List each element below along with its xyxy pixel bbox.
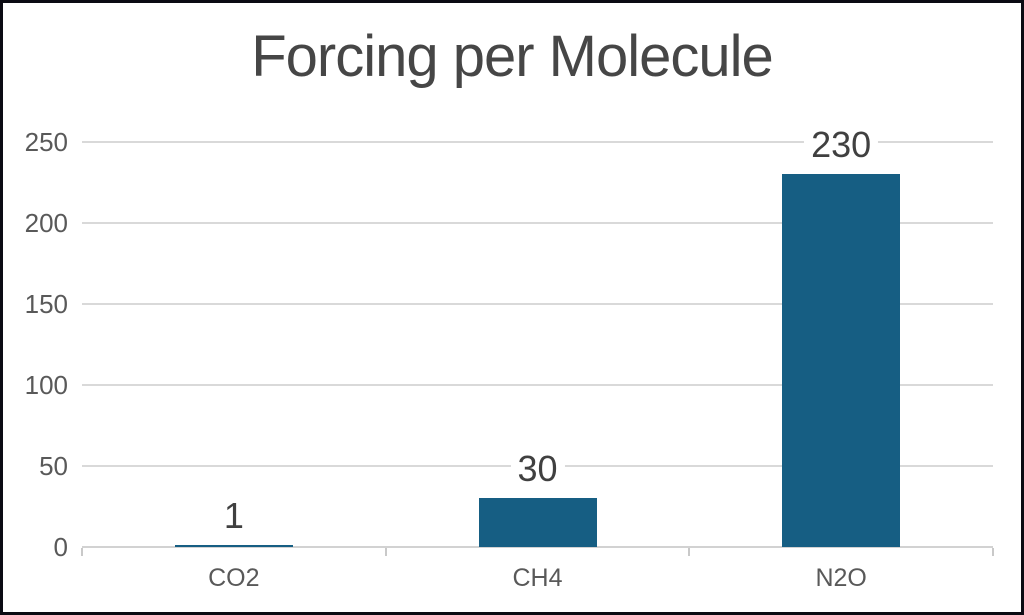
y-axis-tick-label: 200: [24, 208, 68, 238]
category-label-co2: CO2: [208, 564, 260, 592]
x-axis-tick: [384, 548, 387, 556]
gridline-250: [82, 141, 993, 143]
x-axis-line: [82, 546, 993, 548]
gridline-100: [82, 384, 993, 386]
gridline-200: [82, 222, 993, 224]
category-label-n2o: N2O: [815, 564, 867, 592]
y-axis-tick-label: 250: [24, 127, 68, 157]
x-axis-tick: [688, 548, 691, 556]
x-axis-tick: [992, 548, 994, 556]
y-axis-tick-label: 150: [24, 289, 68, 319]
gridline-150: [82, 303, 993, 305]
bar-co2: [174, 545, 293, 547]
data-label-n2o: 230: [804, 126, 879, 165]
y-axis-tick-label: 0: [53, 532, 68, 562]
x-axis-tick: [81, 548, 83, 556]
y-axis-tick-label: 50: [39, 451, 68, 481]
data-label-ch4: 30: [510, 450, 565, 489]
chart-title: Forcing per Molecule: [251, 24, 774, 89]
bar-n2o: [782, 174, 901, 547]
bar-ch4: [478, 498, 597, 547]
y-axis-tick-label: 100: [24, 370, 68, 400]
data-label-co2: 1: [216, 497, 251, 536]
category-label-ch4: CH4: [512, 564, 563, 592]
